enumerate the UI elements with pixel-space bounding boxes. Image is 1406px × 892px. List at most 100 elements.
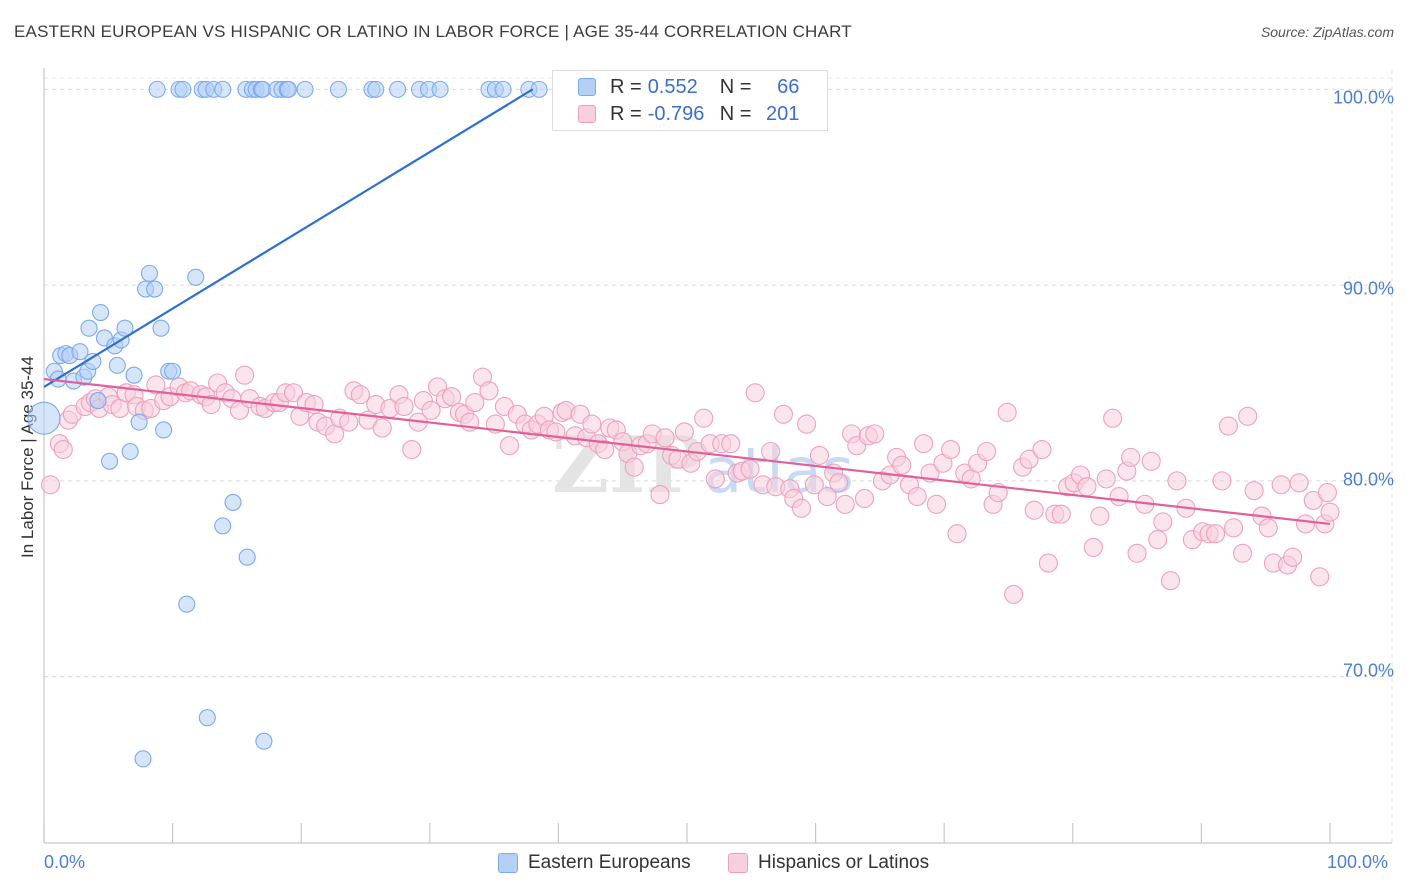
hispanic-point [835, 494, 855, 514]
eastern-european-point [367, 80, 385, 98]
hispanic-point [1283, 547, 1303, 567]
hispanic-point [350, 385, 370, 405]
eastern-european-point [92, 303, 110, 322]
hispanic-point [977, 441, 997, 462]
eastern-european-point [108, 356, 126, 374]
hispanic-point [804, 475, 824, 495]
hispanic-point [947, 524, 967, 544]
hispanic-point [1212, 471, 1232, 491]
eastern-european-point [389, 80, 407, 98]
eastern-european-point [187, 268, 205, 286]
legend-n-label: N = [719, 75, 752, 98]
eastern-european-point [198, 709, 216, 727]
hispanic-point [1244, 481, 1264, 501]
hispanic-point [674, 422, 694, 442]
y-tick-label-100: 100.0% [1332, 87, 1394, 108]
bottom-legend-eastern-european: Eastern Europeans [498, 852, 691, 874]
hispanic-point [394, 396, 414, 417]
y-tick-label-70: 70.0% [1342, 660, 1394, 681]
hispanic-point [1218, 416, 1238, 436]
eastern-european-point [296, 80, 314, 98]
hispanic-point [465, 393, 485, 413]
hispanic-point [761, 441, 781, 462]
hispanic-point [372, 418, 392, 438]
hispanic-point [1109, 486, 1129, 507]
hispanic-point [201, 394, 221, 415]
hispanic-point [582, 414, 602, 434]
hispanic-point [791, 498, 812, 518]
hispanic-point [1032, 439, 1052, 460]
hispanic-point [1051, 504, 1071, 524]
hispanic-point [1167, 471, 1187, 491]
eastern-european-point [155, 421, 173, 439]
hispanic-point [740, 459, 760, 479]
eastern-european-point [80, 319, 98, 337]
eastern-european-point [116, 319, 134, 337]
correlation-legend: R = 0.552 N = 66 R = -0.796 N = 201 [552, 70, 828, 131]
eastern-european-point [279, 80, 297, 98]
legend-r-label: R = [610, 102, 642, 125]
eastern-european-point [214, 517, 232, 535]
hispanic-point [1038, 553, 1058, 573]
hispanic-point [650, 485, 670, 505]
hispanic-point [1004, 584, 1024, 604]
eastern-european-points [27, 80, 591, 768]
bottom-legend-swatch-blue [498, 853, 518, 873]
x-tick-label-max: 100.0% [1327, 852, 1389, 872]
eastern-european-point [255, 732, 273, 750]
hispanic-point [53, 439, 73, 460]
hispanic-point [817, 486, 837, 507]
hispanic-point [595, 439, 615, 460]
hispanic-point [624, 457, 644, 477]
eastern-european-point [121, 442, 139, 461]
hispanic-point [907, 486, 927, 507]
hispanic-point [705, 469, 725, 489]
y-tick-label-90: 90.0% [1342, 278, 1394, 299]
legend-n-value-pink: 201 [766, 102, 800, 125]
hispanic-point [1271, 475, 1291, 495]
trend-line-hispanic [43, 377, 1331, 526]
hispanic-point [1224, 518, 1244, 538]
hispanic-point [1153, 512, 1173, 532]
hispanic-point [499, 436, 520, 456]
eastern-european-point [148, 80, 166, 98]
eastern-european-point [214, 80, 232, 98]
trend-lines [43, 88, 1331, 526]
hispanic-point [1096, 469, 1116, 489]
eastern-european-point [494, 80, 512, 98]
hispanic-point [721, 434, 741, 454]
legend-n-value-blue: 66 [777, 75, 800, 98]
hispanic-point [1019, 449, 1039, 469]
legend-row-eastern-european: R = 0.552 N = 66 [578, 75, 799, 99]
hispanic-point [1296, 514, 1316, 534]
axes [43, 68, 1392, 844]
hispanic-point [442, 387, 462, 407]
hispanic-point [421, 400, 441, 420]
eastern-european-point [146, 280, 164, 298]
hispanic-point [854, 488, 875, 509]
eastern-european-point [71, 343, 89, 361]
hispanic-point [1127, 543, 1147, 563]
hispanic-point [1083, 537, 1103, 557]
legend-r-value-pink: -0.796 [647, 102, 705, 125]
bottom-legend-hispanic: Hispanics or Latinos [728, 852, 929, 874]
hispanic-point [865, 424, 885, 444]
eastern-european-point [329, 80, 348, 98]
hispanic-point [1103, 408, 1123, 428]
eastern-european-point [431, 80, 449, 98]
hispanic-point [829, 473, 849, 493]
bottom-legend-swatch-pink [728, 853, 748, 873]
chart-source: Source: ZipAtlas.com [1260, 24, 1394, 40]
legend-r-label: R = [610, 75, 642, 98]
eastern-european-point [178, 595, 196, 613]
hispanic-point [745, 383, 765, 403]
trend-line-eastern-european [43, 88, 534, 388]
legend-row-hispanic: R = -0.796 N = 201 [578, 102, 799, 126]
hispanic-point [479, 381, 499, 401]
hispanic-point [1289, 473, 1309, 493]
eastern-european-point [224, 493, 242, 511]
eastern-european-point [152, 319, 170, 337]
y-tick-label-80: 80.0% [1342, 469, 1394, 490]
hispanic-point [1233, 543, 1253, 563]
eastern-european-point [134, 750, 152, 768]
